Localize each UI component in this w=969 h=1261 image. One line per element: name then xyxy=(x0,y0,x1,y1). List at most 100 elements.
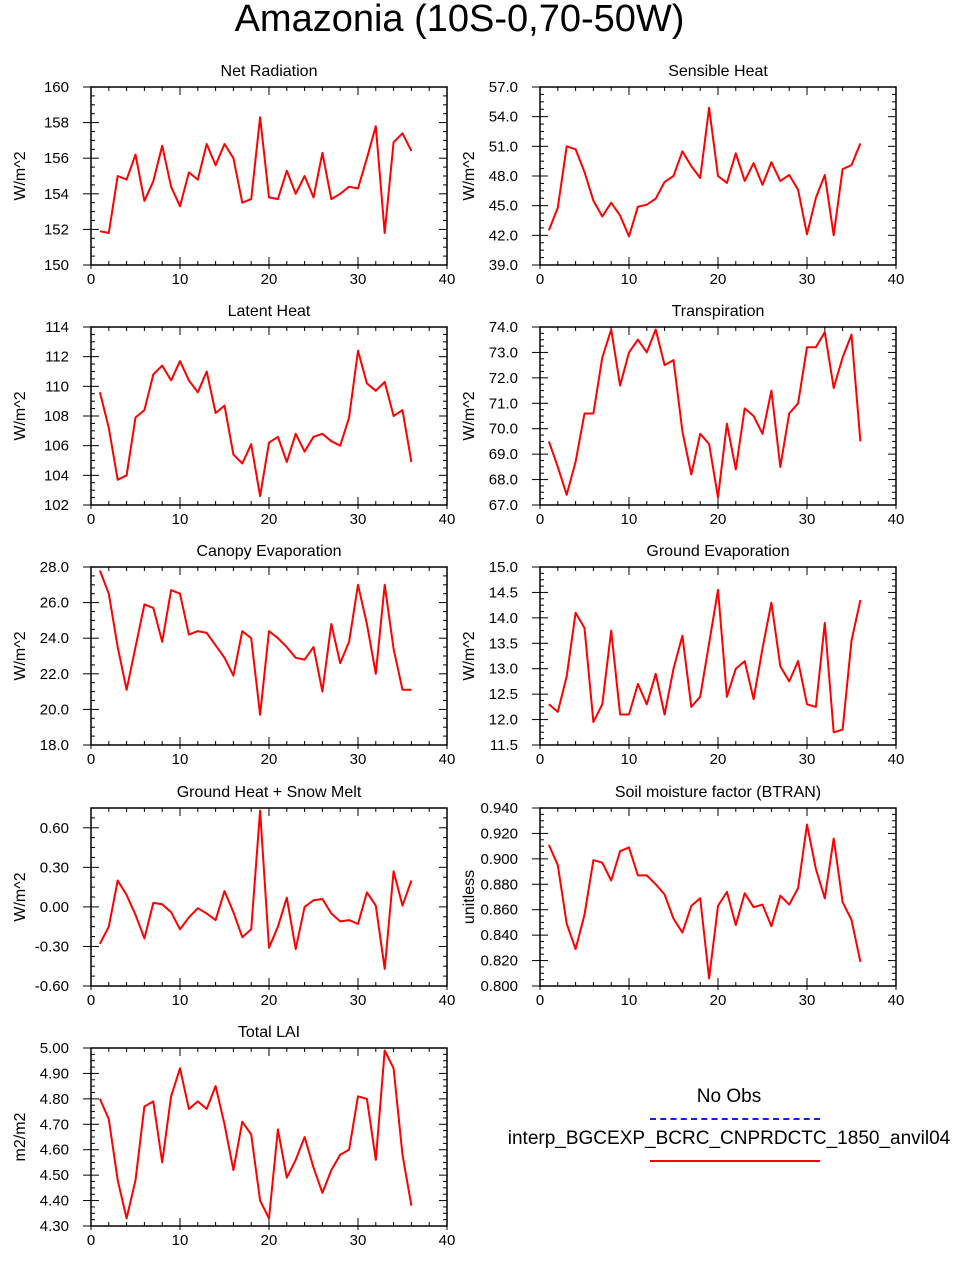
y-tick-label: 102 xyxy=(44,497,69,514)
x-tick-label: 10 xyxy=(172,751,189,768)
x-tick-label: 20 xyxy=(261,751,278,768)
x-tick-label: 40 xyxy=(439,751,456,768)
y-tick-label: 110 xyxy=(45,378,69,395)
x-tick-label: 0 xyxy=(87,511,95,528)
x-tick-label: 30 xyxy=(350,751,367,768)
x-tick-label: 40 xyxy=(439,1232,456,1249)
y-tick-label: 74.0 xyxy=(489,319,518,336)
series-line xyxy=(547,328,862,499)
y-axis-label: W/m^2 xyxy=(12,391,29,440)
y-tick-label: 4.30 xyxy=(40,1218,69,1235)
panel-title: Ground Evaporation xyxy=(646,543,789,560)
y-tick-label: 70.0 xyxy=(489,421,518,438)
x-tick-label: 30 xyxy=(350,1232,367,1249)
y-tick-label: 14.0 xyxy=(489,610,518,627)
plot-frame xyxy=(90,326,448,506)
series-line xyxy=(547,823,862,980)
x-tick-label: 40 xyxy=(439,511,456,528)
panel-6: Ground Evaporation W/m^2 0 10 20 30 40 11.5 12.0… xyxy=(461,543,904,768)
x-tick-label: 40 xyxy=(888,992,905,1009)
x-tick-label: 0 xyxy=(87,992,95,1009)
y-tick-label: 12.5 xyxy=(489,686,518,703)
plot-frame xyxy=(539,566,897,746)
x-tick-label: 20 xyxy=(261,1232,278,1249)
y-tick-label: 22.0 xyxy=(40,666,69,683)
panel-2: Sensible Heat W/m^2 0 10 20 30 40 39.0 42.0 45.0 4… xyxy=(461,63,904,288)
plot-frame xyxy=(90,807,448,987)
y-tick-label: 14.5 xyxy=(489,584,518,601)
x-tick-label: 0 xyxy=(87,751,95,768)
x-tick-label: 10 xyxy=(172,992,189,1009)
y-tick-label: 69.0 xyxy=(489,446,518,463)
series-line xyxy=(98,349,413,498)
y-tick-label: 108 xyxy=(44,408,69,425)
y-tick-label: 150 xyxy=(44,257,69,274)
y-tick-label: 0.940 xyxy=(480,800,518,817)
panel-1: Net Radiation W/m^2 0 10 20 30 40 150 152 154 156 1… xyxy=(12,63,455,288)
series-line xyxy=(548,588,862,734)
y-tick-label: 28.0 xyxy=(40,559,69,576)
y-axis-label: unitless xyxy=(461,870,478,924)
x-tick-label: 20 xyxy=(710,751,727,768)
x-tick-label: 0 xyxy=(536,751,544,768)
y-tick-label: 156 xyxy=(44,150,69,167)
x-tick-label: 0 xyxy=(536,511,544,528)
x-tick-label: 10 xyxy=(621,271,638,288)
y-tick-label: 51.0 xyxy=(489,138,518,155)
y-axis-label: W/m^2 xyxy=(12,872,29,921)
y-tick-label: 4.50 xyxy=(40,1167,69,1184)
panel-title: Ground Heat + Snow Melt xyxy=(177,784,362,801)
legend-obs-line xyxy=(650,1118,820,1120)
y-axis-label: W/m^2 xyxy=(461,151,478,200)
plot-frame xyxy=(90,566,448,746)
x-tick-label: 30 xyxy=(799,511,816,528)
x-tick-label: 0 xyxy=(87,1232,95,1249)
x-tick-label: 20 xyxy=(710,511,727,528)
y-tick-label: 45.0 xyxy=(489,198,518,215)
panel-title: Sensible Heat xyxy=(668,63,768,80)
y-tick-label: 4.60 xyxy=(40,1142,69,1159)
y-tick-label: 13.5 xyxy=(489,635,518,652)
panel-title: Soil moisture factor (BTRAN) xyxy=(615,784,821,801)
panel-title: Transpiration xyxy=(672,303,765,320)
panel-3: Latent Heat W/m^2 0 10 20 30 40 102 104 106 108 110… xyxy=(12,303,455,528)
y-axis-label: W/m^2 xyxy=(461,391,478,440)
plot-frame xyxy=(539,86,897,266)
y-tick-label: 158 xyxy=(44,115,69,132)
x-tick-label: 30 xyxy=(799,992,816,1009)
x-tick-label: 30 xyxy=(350,271,367,288)
plot-frame xyxy=(90,86,448,266)
y-tick-label: 106 xyxy=(44,438,69,455)
x-tick-label: 40 xyxy=(888,511,905,528)
x-tick-label: 20 xyxy=(261,511,278,528)
y-tick-label: 114 xyxy=(45,319,69,336)
panel-title: Latent Heat xyxy=(228,303,311,320)
y-tick-label: 4.70 xyxy=(40,1116,69,1133)
y-tick-label: 0.60 xyxy=(40,820,69,837)
x-tick-label: 10 xyxy=(621,511,638,528)
y-axis-label: m2/m2 xyxy=(12,1112,29,1161)
y-tick-label: 0.860 xyxy=(480,902,518,919)
y-tick-label: -0.30 xyxy=(35,938,69,955)
panel-4: Transpiration W/m^2 0 10 20 30 40 67.0 68.0 69.0 7… xyxy=(461,303,904,528)
y-tick-label: 5.00 xyxy=(40,1040,69,1057)
y-tick-label: 68.0 xyxy=(489,472,518,489)
x-tick-label: 20 xyxy=(261,271,278,288)
y-tick-label: 0.900 xyxy=(480,851,518,868)
y-axis-label: W/m^2 xyxy=(12,151,29,200)
panel-8: Soil moisture factor (BTRAN) unitless 0 10 2… xyxy=(461,784,904,1009)
y-tick-label: 12.0 xyxy=(489,712,518,729)
series-line xyxy=(98,570,412,716)
x-tick-label: 30 xyxy=(799,271,816,288)
x-tick-label: 10 xyxy=(172,271,189,288)
x-tick-label: 10 xyxy=(172,511,189,528)
y-tick-label: 0.00 xyxy=(40,899,69,916)
x-tick-label: 20 xyxy=(710,992,727,1009)
x-tick-label: 20 xyxy=(710,271,727,288)
y-tick-label: 104 xyxy=(44,467,69,484)
x-tick-label: 10 xyxy=(621,992,638,1009)
panel-5: Canopy Evaporation W/m^2 0 10 20 30 40 18.0 20.0… xyxy=(12,543,455,768)
series-line xyxy=(99,809,413,970)
x-tick-label: 40 xyxy=(888,271,905,288)
